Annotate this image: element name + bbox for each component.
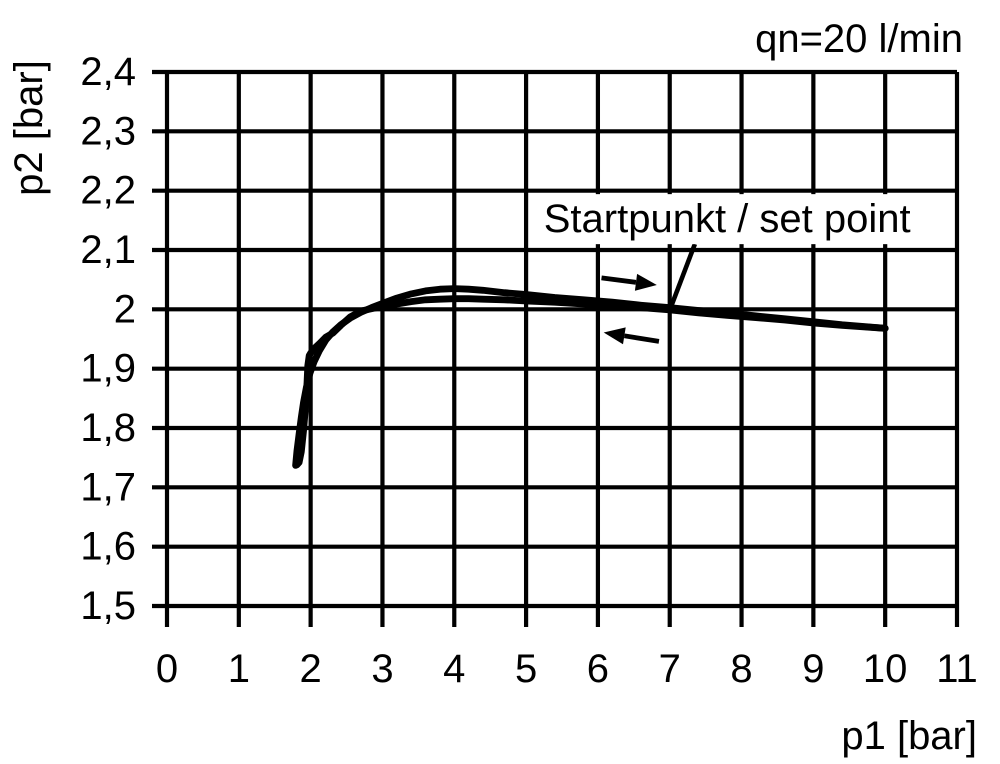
y-tick-label: 2,3 — [80, 109, 136, 153]
x-tick-label: 0 — [156, 647, 178, 691]
axis-labels: qn=20 l/min p1 [bar] p2 [bar] — [7, 17, 977, 758]
arrow-shaft — [601, 275, 637, 285]
tick-labels: 0 1 2 3 4 5 6 7 8 9 10 11 2,4 2,3 2,2 2,1 2 1,9 1,8 1,7 1,6 1… — [80, 50, 977, 691]
x-tick-label: 9 — [802, 647, 824, 691]
direction-arrow-return — [603, 327, 660, 345]
y-tick-label: 1,8 — [80, 406, 136, 450]
y-tick-label: 1,7 — [80, 465, 136, 509]
x-tick-label: 5 — [515, 647, 537, 691]
x-tick-label: 4 — [443, 647, 465, 691]
y-tick-label: 1,6 — [80, 525, 136, 569]
x-tick-label: 1 — [228, 647, 250, 691]
flow-rate-title: qn=20 l/min — [755, 17, 963, 61]
grid — [152, 69, 960, 627]
x-tick-label: 8 — [730, 647, 752, 691]
direction-arrows — [601, 273, 660, 345]
y-tick-label: 2,1 — [80, 228, 136, 272]
arrow-head — [634, 273, 657, 291]
y-tick-label: 2,4 — [80, 50, 136, 94]
direction-arrow-forward — [601, 273, 657, 291]
set-point-annotation: Startpunkt / set point — [535, 194, 919, 306]
x-tick-label: 3 — [371, 647, 393, 691]
x-tick-label: 10 — [863, 647, 908, 691]
y-tick-label: 2,2 — [80, 169, 136, 213]
y-tick-label: 1,5 — [80, 584, 136, 628]
y-tick-label: 2 — [114, 287, 136, 331]
x-tick-label: 6 — [587, 647, 609, 691]
x-axis-label: p1 [bar] — [841, 714, 977, 758]
arrow-shaft — [624, 333, 660, 344]
annotation-background — [535, 194, 919, 245]
curve-return-sweep — [293, 295, 889, 469]
arrow-head — [603, 327, 626, 345]
x-tick-label: 11 — [936, 647, 978, 691]
x-tick-label: 2 — [300, 647, 322, 691]
set-point-annotation-label: Startpunkt / set point — [544, 197, 911, 241]
annotation-leader-line — [669, 243, 698, 306]
x-tick-label: 7 — [659, 647, 681, 691]
hysteresis-curves — [292, 285, 889, 469]
y-tick-label: 1,9 — [80, 347, 136, 391]
y-axis-label: p2 [bar] — [7, 60, 51, 196]
